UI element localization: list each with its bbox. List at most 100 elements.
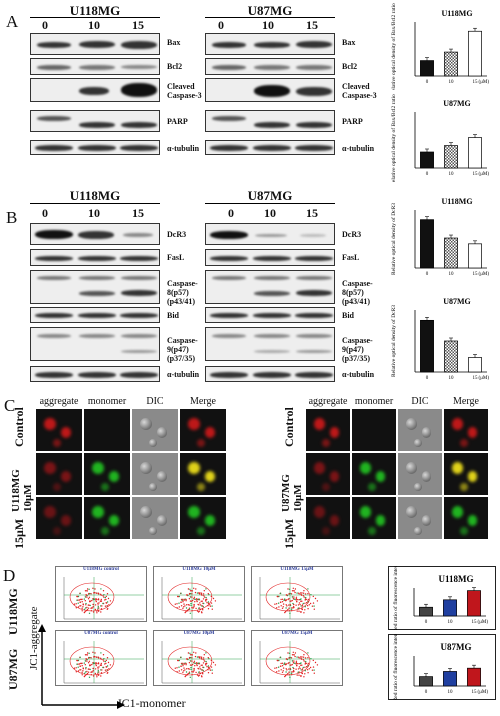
blot-caspase9-u118 bbox=[30, 327, 160, 361]
tick-label: 10 bbox=[449, 376, 455, 381]
micrograph bbox=[398, 409, 442, 451]
bar bbox=[420, 60, 434, 77]
tick-label: 0 bbox=[426, 80, 429, 85]
bar bbox=[443, 671, 457, 687]
y-axis-label: Relative optical density of DcR3 bbox=[390, 203, 397, 275]
blot-tubulin-u118 bbox=[30, 366, 160, 382]
panel-a-u118-title: U118MG bbox=[69, 3, 121, 18]
conc-label: 0 bbox=[228, 206, 234, 220]
unit-label: (μM) bbox=[479, 376, 490, 381]
blot-caspase3-u118 bbox=[30, 78, 160, 102]
conc-label: 15 bbox=[306, 206, 318, 220]
micrograph bbox=[132, 409, 178, 451]
flow-plot: U118MG 15μM bbox=[251, 566, 343, 622]
y-axis-label: Green/Red ratio of fluorescence intensit… bbox=[392, 634, 399, 700]
conc-label: 10 bbox=[88, 206, 100, 220]
tick-label: 10 bbox=[448, 620, 454, 625]
column-header: monomer bbox=[354, 396, 394, 407]
y-axis-label: Relative optical density of DcR3 bbox=[390, 305, 397, 377]
blot-dcr3-u118 bbox=[30, 223, 160, 245]
blot-tubulin-u118 bbox=[30, 140, 160, 155]
chart-d-u118: U118MG Green/Red ratio of fluorescence in… bbox=[388, 566, 496, 630]
flow-plot-title: U118MG 10μM bbox=[182, 567, 216, 572]
bar bbox=[468, 243, 482, 269]
panel-c-letter: C bbox=[4, 396, 16, 415]
unit-label: (μM) bbox=[479, 272, 490, 277]
column-header: DIC bbox=[146, 396, 164, 407]
tick-label: 10 bbox=[449, 272, 455, 277]
microscopy-grid-u118: aggregate monomer DIC Merge bbox=[36, 396, 236, 546]
row-label-control: Control bbox=[282, 407, 296, 447]
blot-label-bcl2: Bcl2 bbox=[342, 62, 358, 71]
micrograph bbox=[444, 409, 488, 451]
unit-label: (μM) bbox=[478, 690, 489, 695]
row-label-u87: U87MG bbox=[6, 648, 20, 690]
bar bbox=[444, 145, 458, 169]
micrograph bbox=[352, 497, 396, 539]
tick-label: 10 bbox=[449, 172, 455, 177]
blot-caspase8-u87 bbox=[205, 270, 335, 304]
blot-label-caspase3: Cleaved Caspase-3 bbox=[342, 82, 377, 100]
blot-label-bcl2: Bcl2 bbox=[167, 62, 183, 71]
bar bbox=[420, 319, 434, 373]
micrograph bbox=[352, 409, 396, 451]
micrograph bbox=[398, 497, 442, 539]
micrograph bbox=[180, 409, 226, 451]
flow-plot: U87MG 15μM bbox=[251, 630, 343, 686]
bar bbox=[468, 30, 482, 77]
blot-label-dcr3: DcR3 bbox=[342, 230, 362, 239]
blot-label-bax: Bax bbox=[167, 38, 181, 47]
divider bbox=[205, 17, 335, 18]
column-header: DIC bbox=[411, 396, 429, 407]
blot-bid-u87 bbox=[205, 307, 335, 323]
conc-label: 10 bbox=[88, 18, 100, 32]
conc-label: 0 bbox=[42, 206, 48, 220]
unit-label: (μM) bbox=[479, 80, 490, 85]
bar bbox=[468, 357, 482, 373]
conc-label: 15 bbox=[132, 206, 144, 220]
blot-label-parp: PARP bbox=[167, 117, 188, 126]
conc-label: 15 bbox=[306, 18, 318, 32]
micrograph bbox=[398, 453, 442, 495]
blot-parp-u118 bbox=[30, 110, 160, 132]
bar bbox=[444, 51, 458, 77]
blot-tubulin-u87 bbox=[205, 140, 335, 155]
flow-plot-title: U118MG control bbox=[83, 567, 119, 572]
panel-b-u118-title: U118MG bbox=[69, 188, 121, 203]
tick-label: 15 bbox=[473, 272, 479, 277]
blot-label-tubulin: α-tubulin bbox=[167, 370, 200, 379]
column-header: Merge bbox=[190, 396, 216, 407]
micrograph bbox=[306, 409, 350, 451]
bar bbox=[467, 667, 481, 687]
micrograph bbox=[306, 497, 350, 539]
unit-label: (μM) bbox=[478, 620, 489, 625]
chart-title: U87MG bbox=[441, 642, 472, 652]
flow-plot: U118MG control bbox=[55, 566, 147, 622]
column-header: aggregate bbox=[39, 396, 79, 407]
micrograph bbox=[180, 453, 226, 495]
chart-b-u118: U118MG Relative optical density of DcR3 0 1… bbox=[390, 197, 490, 277]
tick-label: 15 bbox=[473, 80, 479, 85]
micrograph bbox=[84, 453, 130, 495]
row-label-15: 15μM bbox=[12, 518, 26, 549]
divider bbox=[30, 203, 160, 204]
row-label-u118-10: U118MG 10μM bbox=[10, 469, 34, 512]
blot-fasl-u87 bbox=[205, 249, 335, 266]
tick-label: 0 bbox=[426, 376, 429, 381]
blot-bid-u118 bbox=[30, 307, 160, 323]
micrograph bbox=[132, 497, 178, 539]
row-label-control: Control bbox=[12, 407, 26, 447]
flow-plot-title: U87MG control bbox=[84, 631, 118, 636]
bar bbox=[420, 219, 434, 269]
blot-label-tubulin: α-tubulin bbox=[167, 144, 200, 153]
bar bbox=[467, 590, 481, 617]
bar bbox=[443, 599, 457, 617]
blot-label-parp: PARP bbox=[342, 117, 363, 126]
micrograph bbox=[180, 497, 226, 539]
chart-title: U118MG bbox=[439, 574, 474, 584]
micrograph bbox=[132, 453, 178, 495]
blot-label-fasl: FasL bbox=[342, 253, 360, 262]
chart-title: U118MG bbox=[441, 9, 472, 18]
flow-plot-title: U118MG 15μM bbox=[280, 567, 314, 572]
panel-d-letter: D bbox=[3, 566, 16, 585]
